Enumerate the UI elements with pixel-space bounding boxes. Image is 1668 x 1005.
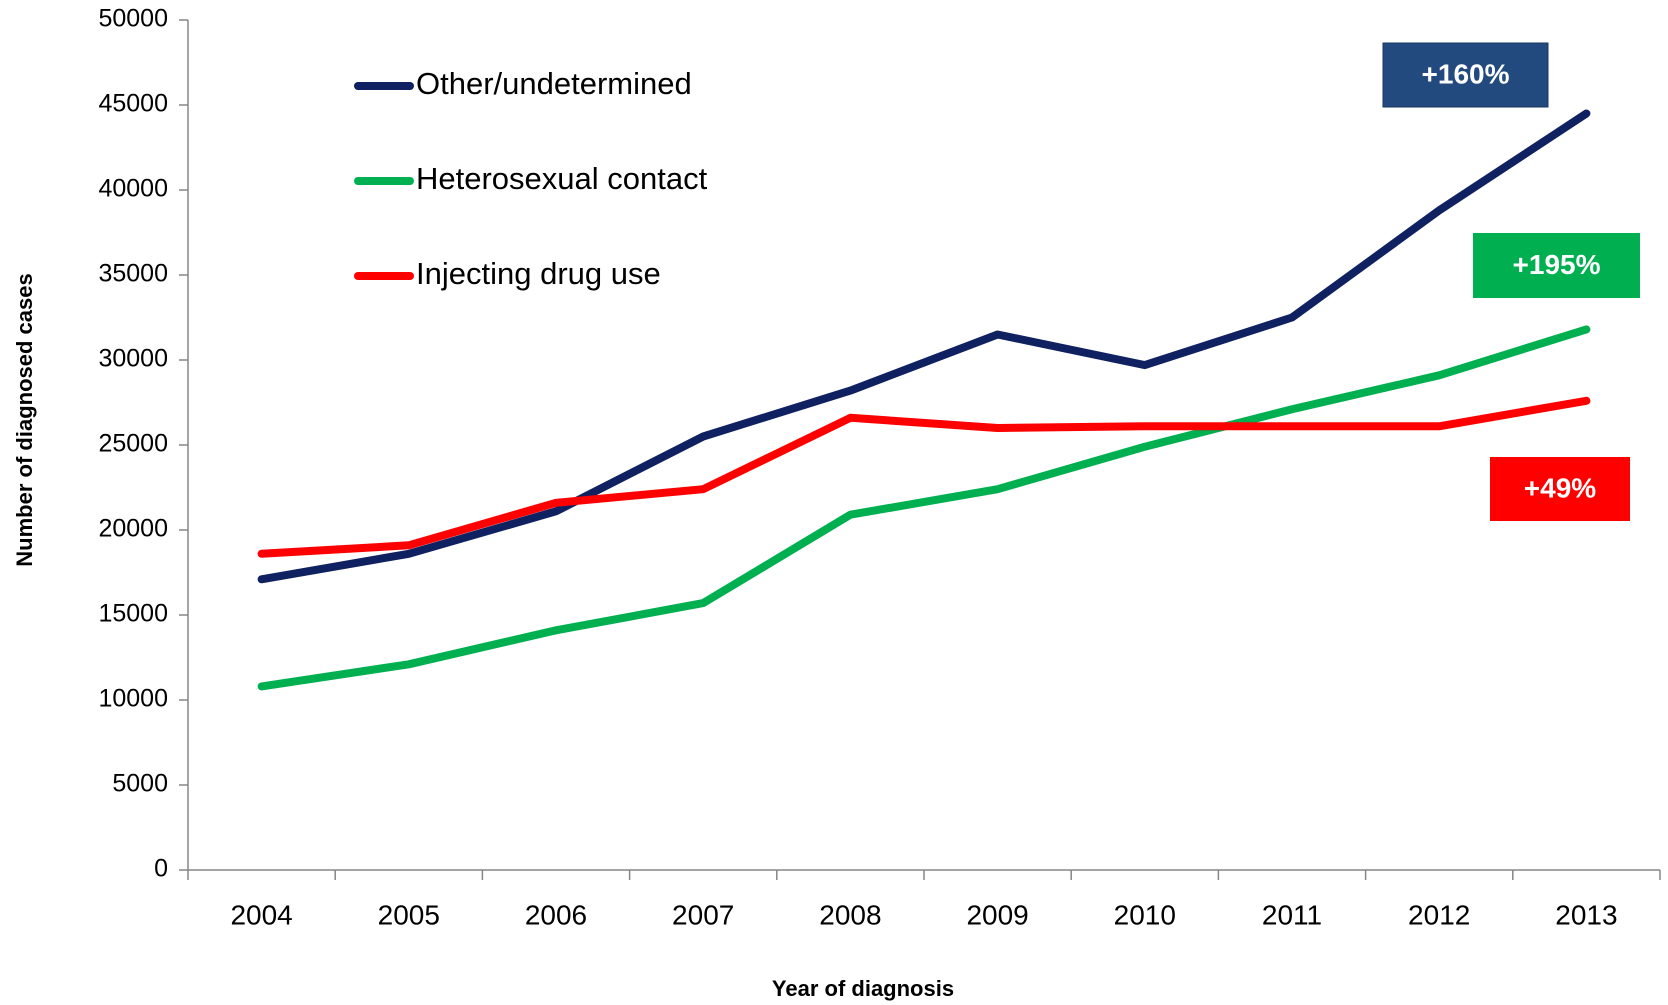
y-tick-label: 10000 [98, 685, 168, 713]
legend-label: Injecting drug use [416, 256, 661, 291]
x-tick-label: 2006 [525, 899, 587, 930]
series-line [257, 109, 1591, 584]
annotation-text: +49% [1524, 472, 1596, 503]
annotation-text: +195% [1513, 249, 1601, 280]
legend-label: Other/undetermined [416, 66, 692, 101]
y-tick-label: 50000 [98, 5, 168, 33]
y-tick-label: 40000 [98, 175, 168, 203]
x-tick-label: 2012 [1408, 899, 1470, 930]
series-line [257, 396, 1591, 558]
x-tick-label: 2005 [378, 899, 440, 930]
y-tick-label: 5000 [112, 770, 168, 798]
annotation-box [1382, 42, 1549, 108]
y-tick-label: 15000 [98, 600, 168, 628]
series-line [257, 325, 1591, 691]
annotation-box [1473, 233, 1640, 298]
y-tick-label: 20000 [98, 515, 168, 543]
x-tick-label: 2008 [819, 899, 881, 930]
x-tick-label: 2007 [672, 899, 734, 930]
y-tick-label: 25000 [98, 430, 168, 458]
x-tick-label: 2010 [1114, 899, 1176, 930]
y-tick-label: 0 [154, 855, 168, 883]
legend-label: Heterosexual contact [416, 161, 708, 196]
x-tick-label: 2013 [1555, 899, 1617, 930]
x-axis-title: Year of diagnosis [772, 976, 954, 1001]
x-tick-label: 2011 [1262, 899, 1322, 930]
x-tick-label: 2004 [230, 899, 292, 930]
y-axis-title: Number of diagnosed cases [12, 273, 37, 566]
annotation-text: +160% [1422, 58, 1510, 89]
y-tick-label: 30000 [98, 345, 168, 373]
annotation-box [1490, 457, 1630, 521]
x-tick-label: 2009 [966, 899, 1028, 930]
y-tick-label: 45000 [98, 90, 168, 118]
y-tick-label: 35000 [98, 260, 168, 288]
